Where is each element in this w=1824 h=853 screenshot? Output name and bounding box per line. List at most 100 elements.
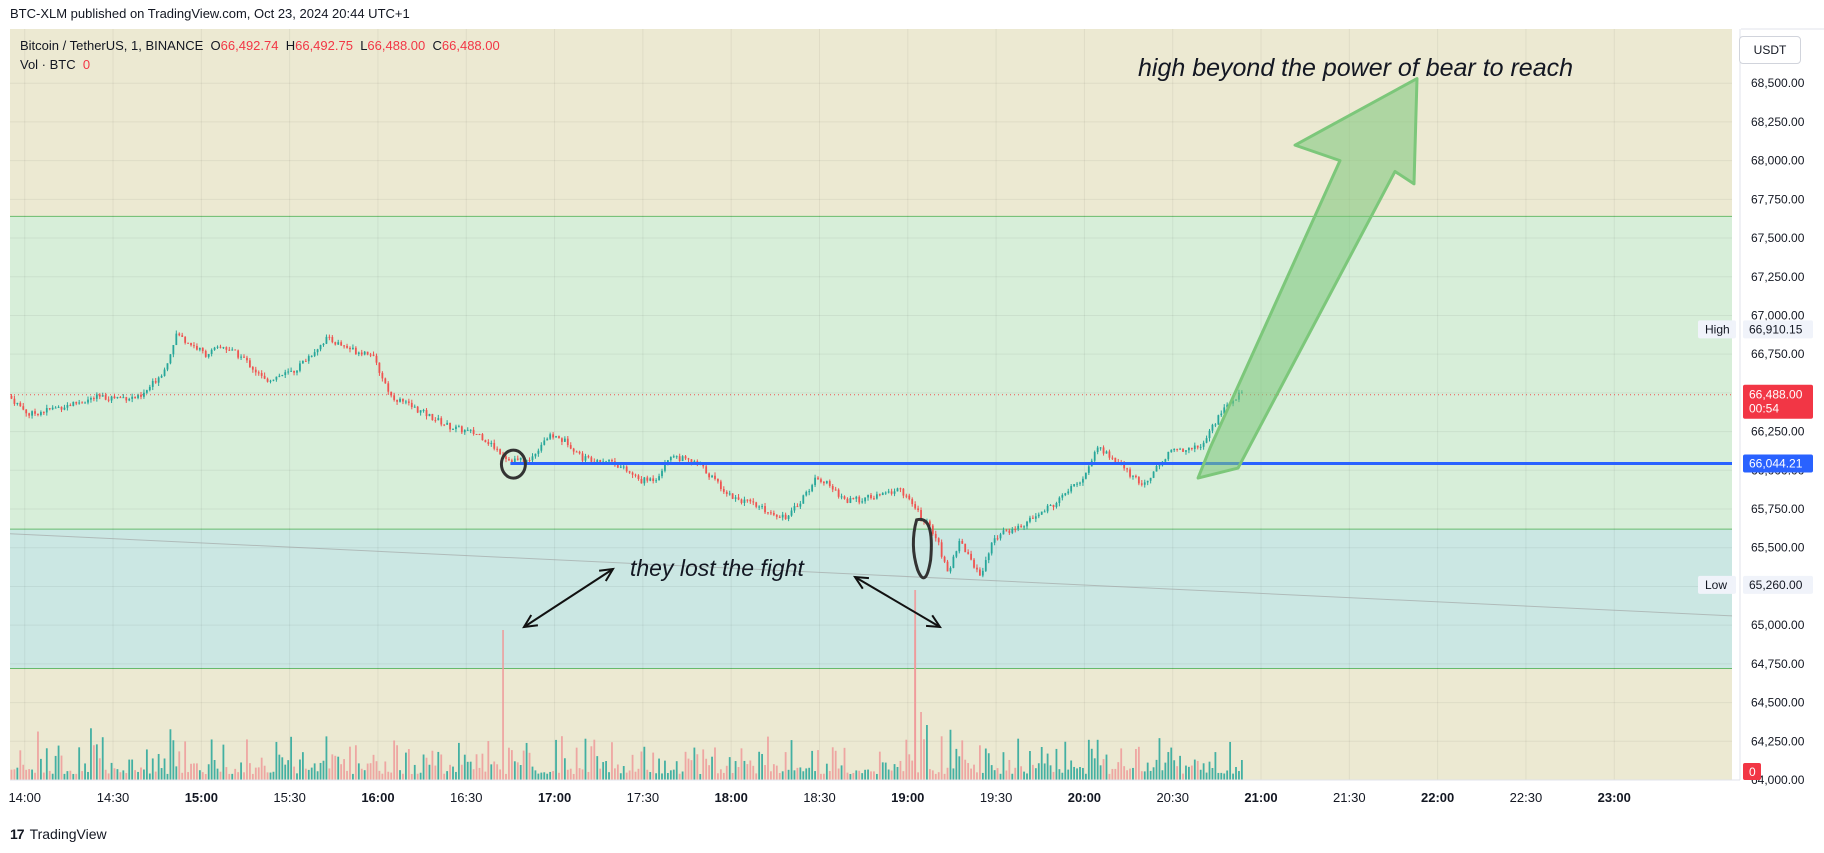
volume-bar <box>390 772 393 780</box>
candle-body <box>937 538 940 543</box>
symbol-name[interactable]: Bitcoin / TetherUS, 1, BINANCE <box>20 38 204 53</box>
volume-bar <box>1117 762 1120 780</box>
candle-body <box>581 453 584 461</box>
left-double-arrow[interactable] <box>523 568 614 628</box>
candle-body <box>137 394 139 399</box>
candle-body <box>452 428 454 430</box>
volume-bar <box>661 773 663 780</box>
zone-teal <box>10 529 1732 669</box>
candle-body <box>37 413 39 415</box>
candle-body <box>578 451 581 454</box>
candle-body <box>1143 482 1146 485</box>
candle-body <box>761 506 763 508</box>
volume-bar <box>784 752 787 780</box>
candle-body <box>543 440 546 445</box>
volume-bar <box>852 772 855 780</box>
candle-body <box>201 347 204 351</box>
candle-body <box>1114 457 1117 463</box>
volume-bar <box>319 762 322 780</box>
volume-bar <box>634 771 637 780</box>
volume-bar <box>207 764 210 780</box>
right-double-arrow[interactable] <box>854 576 941 628</box>
volume-bar <box>343 759 345 780</box>
target-arrow[interactable] <box>1196 77 1419 480</box>
volume-bar <box>1020 766 1023 780</box>
volume-bar <box>243 772 245 780</box>
volume-bar <box>219 771 222 780</box>
candle-body <box>346 345 348 348</box>
volume-bar <box>387 771 390 780</box>
candle-body <box>381 372 384 379</box>
candle-body <box>561 438 563 442</box>
volume-bar <box>976 772 978 780</box>
volume-bar <box>637 768 640 780</box>
high-price-tag <box>1743 320 1813 339</box>
candle-body <box>796 506 799 508</box>
candle-body <box>1129 469 1131 477</box>
candle-body <box>1155 465 1158 472</box>
candle-body <box>419 410 422 413</box>
volume-label[interactable]: Vol · BTC <box>20 57 76 72</box>
candle-body <box>875 494 878 499</box>
volume-bar <box>958 756 961 780</box>
candle-body <box>372 354 375 356</box>
candle-body <box>1002 530 1005 535</box>
volume-bar <box>204 773 207 780</box>
volume-bar <box>443 773 446 780</box>
candle-body <box>1205 438 1208 443</box>
candle-body <box>911 499 914 505</box>
volume-bar <box>864 769 867 780</box>
volume-bar <box>587 771 590 780</box>
low-label: L <box>360 38 368 53</box>
volume-bar <box>537 773 540 780</box>
volume-bar <box>513 761 516 780</box>
candle-body <box>784 514 787 519</box>
volume-bar <box>416 773 419 780</box>
candle-body <box>90 398 92 400</box>
volume-bar <box>325 736 328 780</box>
candle-body <box>964 543 967 553</box>
candle-body <box>354 347 357 355</box>
candle-body <box>893 491 896 494</box>
volume-bar <box>1040 747 1043 780</box>
y-tick-label: 68,000.00 <box>1751 154 1805 168</box>
volume-bar <box>1005 770 1008 780</box>
volume-bar <box>628 770 631 780</box>
candle-body <box>672 456 675 458</box>
candle-body <box>1052 504 1055 508</box>
candle-body <box>608 459 610 462</box>
candle-body <box>999 534 1002 539</box>
volume-bar <box>278 754 281 780</box>
volume-bar <box>328 768 331 780</box>
volume-bar <box>1238 771 1240 780</box>
candle-body <box>976 567 978 570</box>
level-price-tag <box>1743 454 1813 473</box>
currency-selector[interactable]: USDT <box>1739 36 1801 64</box>
volume-bar <box>228 773 231 780</box>
footer-brand[interactable]: 17 TradingView <box>10 826 107 842</box>
candle-body <box>655 480 658 482</box>
candle-body <box>979 569 981 576</box>
candle-body <box>148 386 151 391</box>
volume-bar <box>1079 767 1081 780</box>
volume-bar <box>952 768 955 780</box>
trendline[interactable] <box>10 533 1732 617</box>
candle-body <box>231 349 234 351</box>
volume-bar <box>160 768 163 780</box>
volume-bar <box>1043 763 1046 780</box>
candle-body <box>755 502 758 507</box>
candle-body <box>870 495 872 499</box>
candle-body <box>1073 484 1076 487</box>
candle-body <box>808 491 811 493</box>
candle-body <box>31 411 33 416</box>
volume-bar <box>875 773 878 780</box>
candle-body <box>10 395 13 399</box>
y-tick-label: 68,500.00 <box>1751 76 1805 90</box>
volume-bar <box>84 763 86 780</box>
volume-bar <box>890 770 893 780</box>
candle-body <box>943 556 946 562</box>
candle-body <box>661 470 663 477</box>
candle-body <box>993 538 996 543</box>
candle-body <box>125 397 128 401</box>
